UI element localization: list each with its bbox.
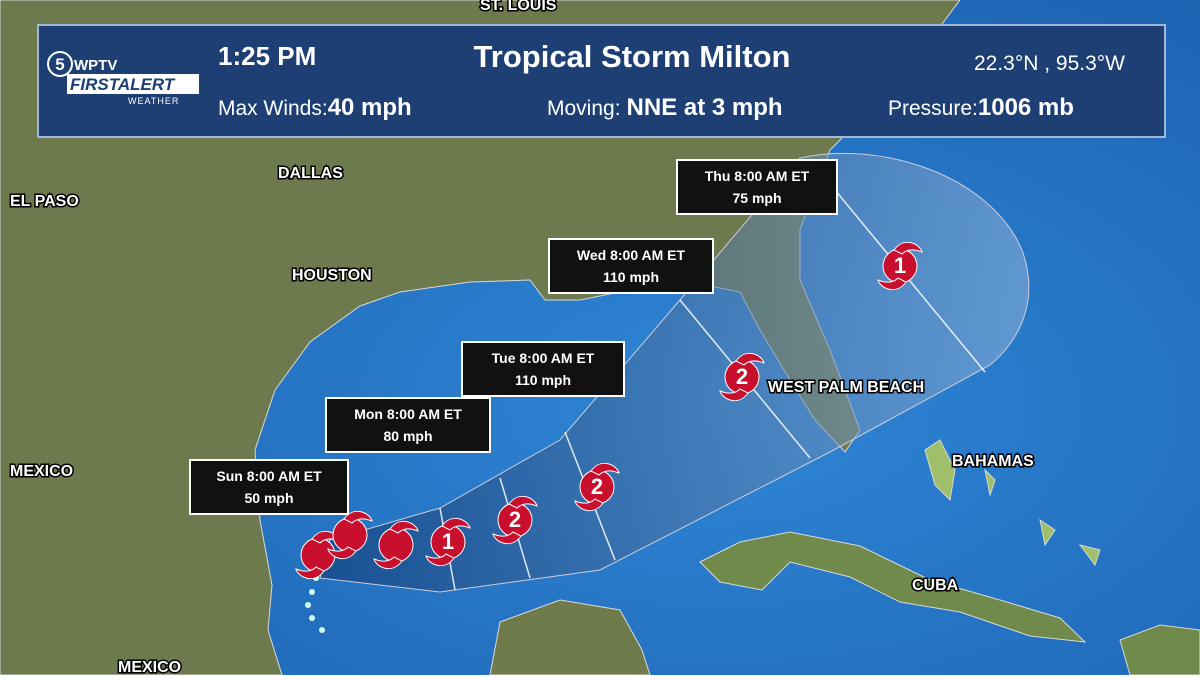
forecast-box-bg bbox=[461, 341, 625, 397]
position: 22.3°N , 95.3°W bbox=[974, 52, 1125, 75]
hispaniola-land bbox=[1119, 624, 1200, 676]
stat-value: 40 mph bbox=[328, 94, 412, 121]
storm-category: 1 bbox=[442, 529, 454, 554]
city-label: ST. LOUIS bbox=[480, 0, 557, 14]
stat-label: Max Winds: bbox=[218, 97, 328, 120]
storm-category: 1 bbox=[894, 253, 906, 278]
stat: Pressure:1006 mb bbox=[888, 94, 1074, 121]
logo-brand: FIRSTALERT bbox=[70, 75, 176, 94]
city-label: DALLAS bbox=[278, 165, 343, 182]
city-label: WEST PALM BEACH bbox=[768, 379, 924, 396]
past-track bbox=[305, 575, 325, 633]
stat-value: 1006 mb bbox=[978, 94, 1074, 121]
storm-category: 2 bbox=[736, 364, 748, 389]
forecast-cone bbox=[319, 152, 1030, 593]
banner-bg bbox=[37, 24, 1166, 138]
forecast-box: Tue 8:00 AM ET 110 mph bbox=[461, 341, 625, 397]
forecast-time: Sun 8:00 AM ET bbox=[216, 468, 322, 484]
title: Tropical Storm Milton bbox=[474, 39, 791, 74]
storm-icons: 1 2 2 2 1 bbox=[295, 241, 923, 580]
stat-label: Moving: bbox=[547, 97, 621, 120]
stat-value: NNE at 3 mph bbox=[627, 94, 783, 121]
logo-sub: WEATHER bbox=[128, 96, 179, 106]
country-label: MEXICO bbox=[10, 463, 73, 480]
forecast-boxes: Sun 8:00 AM ET 50 mph Mon 8:00 AM ET 80 mph… bbox=[189, 159, 838, 515]
forecast-box: Thu 8:00 AM ET 75 mph bbox=[676, 159, 838, 215]
forecast-box: Wed 8:00 AM ET 110 mph bbox=[548, 238, 714, 294]
forecast-wind: 110 mph bbox=[515, 372, 571, 388]
storm-category: 2 bbox=[591, 474, 603, 499]
forecast-box-bg bbox=[676, 159, 838, 215]
forecast-box-bg bbox=[325, 397, 491, 453]
city-label: HOUSTON bbox=[292, 267, 372, 284]
country-label: BAHAMAS bbox=[952, 453, 1034, 470]
stat-label: Pressure: bbox=[888, 97, 978, 120]
forecast-time: Mon 8:00 AM ET bbox=[354, 406, 462, 422]
time: 1:25 PM bbox=[218, 41, 316, 71]
forecast-time: Thu 8:00 AM ET bbox=[705, 168, 810, 184]
logo-station: WPTV bbox=[74, 57, 117, 74]
bahamas-islands bbox=[924, 439, 1101, 567]
forecast-box: Sun 8:00 AM ET 50 mph bbox=[189, 459, 349, 515]
stat: Max Winds:40 mph bbox=[218, 94, 412, 121]
storm-category: 2 bbox=[509, 507, 521, 532]
forecast-wind: 50 mph bbox=[244, 490, 293, 506]
forecast-box-bg bbox=[189, 459, 349, 515]
city-label: EL PASO bbox=[10, 193, 79, 210]
forecast-time: Tue 8:00 AM ET bbox=[492, 350, 595, 366]
forecast-wind: 75 mph bbox=[732, 190, 781, 206]
stat: Moving: NNE at 3 mph bbox=[547, 94, 783, 121]
forecast-wind: 80 mph bbox=[383, 428, 432, 444]
logo-box bbox=[67, 74, 199, 94]
forecast-box: Mon 8:00 AM ET 80 mph bbox=[325, 397, 491, 453]
info-banner: 5 WPTV FIRSTALERT WEATHER 1:25 PM Tropic… bbox=[37, 24, 1166, 138]
map-labels: ST. LOUIS DALLAS EL PASO HOUSTON MEXICO … bbox=[9, 0, 1036, 678]
cuba-land bbox=[699, 531, 1087, 643]
forecast-time: Wed 8:00 AM ET bbox=[577, 247, 686, 263]
country-label: MEXICO bbox=[118, 659, 181, 675]
logo-channel: 5 bbox=[55, 55, 64, 74]
country-label: CUBA bbox=[912, 577, 959, 594]
forecast-box-bg bbox=[548, 238, 714, 294]
logo-ring bbox=[47, 51, 73, 77]
forecast-wind: 110 mph bbox=[603, 269, 659, 285]
